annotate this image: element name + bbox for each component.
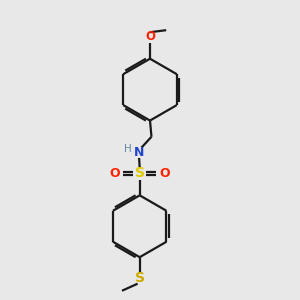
Text: N: N (134, 146, 144, 159)
Text: O: O (145, 30, 155, 44)
Text: O: O (110, 167, 120, 180)
Text: H: H (124, 144, 132, 154)
Text: S: S (135, 272, 145, 285)
Text: O: O (159, 167, 170, 180)
Text: S: S (135, 166, 145, 180)
